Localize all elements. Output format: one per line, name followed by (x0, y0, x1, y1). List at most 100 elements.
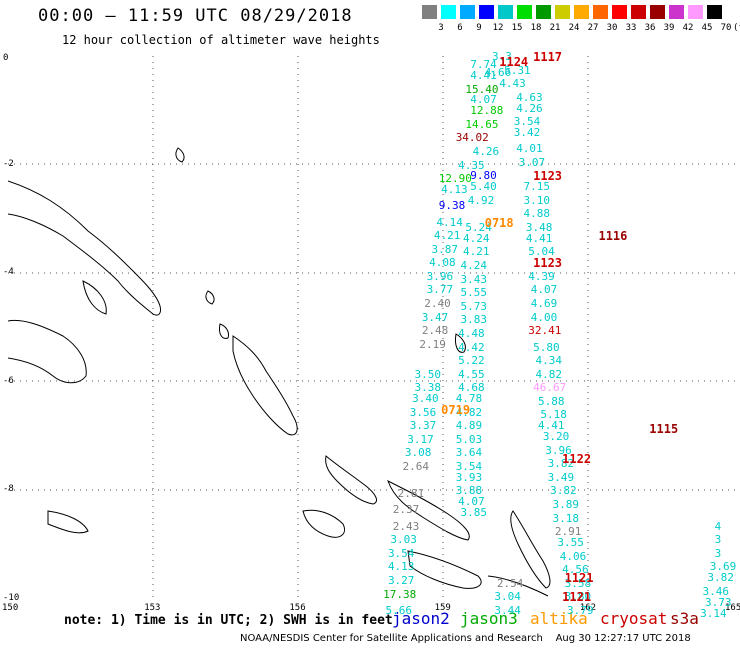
wave-height-label: 4.68 (458, 381, 485, 395)
wave-height-label: 3.46 (702, 584, 730, 598)
legend-tick-label: 36 (644, 23, 656, 33)
y-tick-label: 0 (3, 53, 9, 63)
new-ireland-coast (8, 180, 161, 316)
wave-height-label: 3.27 (387, 573, 415, 587)
legend-swatch (707, 5, 722, 19)
wave-height-label: 3.93 (455, 470, 483, 484)
wave-height-label: 4.01 (516, 142, 543, 156)
wave-height-label: 4.78 (455, 392, 483, 406)
wave-height-label: 3.85 (460, 506, 488, 520)
wave-height-label: 3 (714, 533, 722, 547)
legend-tick-label: 24 (568, 23, 580, 33)
wave-height-label: 5.22 (458, 354, 485, 368)
wave-height-label: 3.18 (552, 511, 580, 525)
wave-height-label: 5.18 (540, 408, 567, 422)
island-small-3 (205, 290, 215, 305)
wave-height-label: 3.07 (518, 155, 546, 169)
wave-height-label: 4.41 (537, 419, 565, 433)
legend-swatch (688, 5, 703, 19)
new-britain-coast (8, 319, 87, 384)
legend-tick-label: 39 (663, 23, 675, 33)
x-tick-label: 165 (725, 603, 740, 613)
wave-height-label: 3.14 (700, 606, 727, 620)
wave-height-label: 4.82 (535, 367, 563, 381)
wave-height-label: 17.38 (383, 587, 417, 601)
wave-height-label: 3.17 (407, 432, 434, 446)
legend-swatch (574, 5, 589, 19)
guadalcanal-coast (407, 550, 482, 589)
island-small-4 (47, 510, 89, 534)
wave-height-label: 15.40 (465, 82, 499, 96)
wave-height-label: 46.67 (533, 381, 567, 395)
wave-height-label: 4.63 (516, 90, 543, 104)
wave-height-label: 4.42 (458, 340, 485, 354)
legend-tick-label: 21 (549, 23, 561, 33)
legend-swatch (593, 5, 608, 19)
legend-tick-label: 45 (701, 23, 713, 33)
wave-height-label: 5.66 (385, 603, 413, 617)
wave-height-label: 4.13 (441, 183, 468, 197)
wave-height-label: 4.26 (472, 145, 500, 159)
wave-height-label: 5.73 (460, 299, 488, 313)
legend-tick-label: 27 (587, 23, 599, 33)
wave-height-label: 3.69 (709, 560, 737, 574)
legend-tick-label: 9 (476, 23, 482, 33)
wave-height-label: 4.89 (455, 419, 483, 433)
wave-height-label: 3.88 (455, 484, 483, 498)
x-tick-label: 162 (579, 603, 597, 613)
wave-height-label: 4.24 (460, 259, 488, 273)
wave-height-label: 3.37 (409, 419, 437, 433)
wave-height-label: 3.64 (455, 446, 483, 460)
wave-height-label: 2.37 (392, 503, 420, 517)
wave-height-label: 4.21 (433, 229, 461, 243)
new-georgia-coast (302, 509, 345, 538)
wave-height-label: 12.90 (438, 172, 472, 186)
makira-coast (487, 575, 549, 597)
y-tick-label: -2 (3, 158, 14, 169)
wave-height-label: 5.31 (504, 63, 531, 77)
legend-swatch (650, 5, 665, 19)
satellite-cryosat-label: cryosat (600, 609, 668, 628)
satellite-s3a-label: s3a (670, 609, 699, 628)
wave-height-label: 4.14 (436, 215, 463, 229)
wave-height-label: 3.40 (412, 392, 439, 406)
legend-swatch (498, 5, 513, 19)
wave-height-label: 3.44 (494, 603, 521, 617)
satellite-jason2-label: jason2 (392, 609, 450, 628)
y-tick-label: -10 (3, 593, 20, 603)
wave-height-label: 4.07 (530, 283, 558, 297)
legend-unit: (ft) (733, 23, 740, 33)
wave-height-label: 3.96 (426, 269, 454, 283)
bougainville-coast (232, 335, 298, 436)
wave-height-label: 2.48 (421, 324, 449, 338)
wave-height-label: 32.41 (528, 324, 562, 338)
wave-height-label: 3.54 (513, 115, 541, 129)
wave-height-label: 3.10 (523, 193, 550, 207)
wave-height-label: 2.54 (496, 576, 524, 590)
wave-height-label: 3.82 (707, 571, 734, 585)
wave-height-label: 2.19 (419, 337, 446, 351)
wave-height-label: 4.66 (484, 66, 512, 80)
wave-height-label: 5.88 (537, 394, 565, 408)
wave-height-label: 4.55 (458, 367, 485, 381)
track-time-label: 1123 (533, 169, 563, 184)
ontong-java-atoll (455, 333, 466, 353)
legend-tick-label: 3 (438, 23, 444, 33)
wave-height-label: 2.43 (392, 519, 420, 533)
wave-height-label: 3.3 (492, 50, 512, 63)
wave-height-label: 3.03 (390, 533, 417, 547)
coastlines (8, 147, 551, 597)
wave-height-label: 4.34 (535, 354, 563, 368)
wave-height-label: 4.88 (523, 207, 550, 221)
legend-tick-label: 15 (511, 23, 523, 33)
wave-height-label: 3.50 (414, 367, 442, 381)
wave-height-label: 3.79 (567, 603, 594, 617)
generated-timestamp: Aug 30 12:27:17 UTC 2018 (555, 633, 691, 644)
wave-height-label: 4.26 (516, 101, 543, 115)
wave-height-label: 4.21 (462, 245, 490, 259)
legend-swatch (517, 5, 532, 19)
wave-height-label: 4 (714, 519, 722, 533)
wave-height-label: 7.15 (523, 180, 550, 194)
y-tick-label: -8 (3, 484, 14, 495)
wave-height-label: 7.74 (470, 58, 497, 72)
